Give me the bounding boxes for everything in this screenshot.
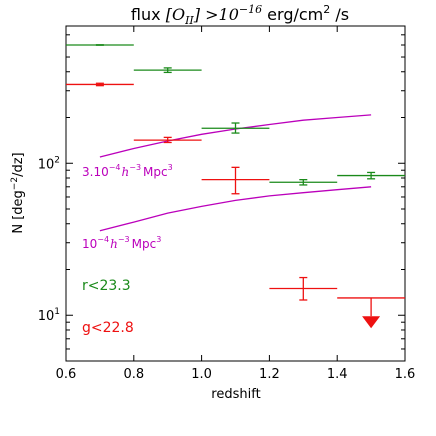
title-unit-end: /s: [330, 5, 349, 24]
model-curve-line: [99, 114, 372, 158]
axis-tick-labels: 0.6 0.8 1.0 1.2 1.4 1.6 101 102: [38, 155, 416, 382]
plot-frame: [65, 25, 406, 362]
data-point: [269, 179, 338, 186]
data-point: [133, 67, 202, 74]
data-point: [201, 122, 270, 134]
y-tick-label: 102: [38, 155, 60, 172]
data-points: [66, 44, 405, 329]
data-point: [337, 297, 405, 329]
title-prefix: flux: [131, 5, 166, 24]
data-point: [269, 276, 338, 301]
data-point: [337, 171, 405, 180]
data-point: [66, 82, 134, 87]
legend-label-g: g<22.8: [82, 320, 134, 336]
x-tick-label: 1.2: [259, 367, 280, 382]
title-math-sub: II: [184, 14, 194, 27]
curve-label-high: 3.10−4h−3 Mpc3: [82, 163, 173, 179]
x-tick-label: 1.0: [191, 367, 212, 382]
title-math: [O: [166, 5, 185, 24]
chart-title: flux [OII] >10−16 erg/cm2 /s: [131, 3, 349, 27]
title-threshold-exp: −16: [239, 3, 262, 16]
x-axis-label: redshift: [211, 387, 260, 402]
title-math-close: ]: [193, 5, 201, 24]
upper-limit-arrow: [362, 316, 381, 329]
axis-ticks: [65, 25, 406, 362]
x-tick-label: 0.8: [123, 367, 144, 382]
x-tick-label: 1.4: [327, 367, 348, 382]
data-point: [133, 136, 202, 144]
legend-label-r: r<23.3: [82, 278, 131, 294]
curve-label-low: 10−4h−3 Mpc3: [82, 235, 161, 251]
title-threshold: >10: [200, 5, 239, 24]
x-tick-label: 1.6: [395, 367, 416, 382]
model-curve-line: [99, 186, 372, 232]
y-tick-label: 101: [38, 307, 60, 324]
y-axis-label: N [deg−2/dz]: [10, 152, 26, 233]
title-unit: erg/cm: [262, 5, 323, 24]
title-unit-exp: 2: [323, 3, 330, 16]
x-tick-label: 0.6: [56, 367, 77, 382]
data-point: [201, 166, 270, 195]
